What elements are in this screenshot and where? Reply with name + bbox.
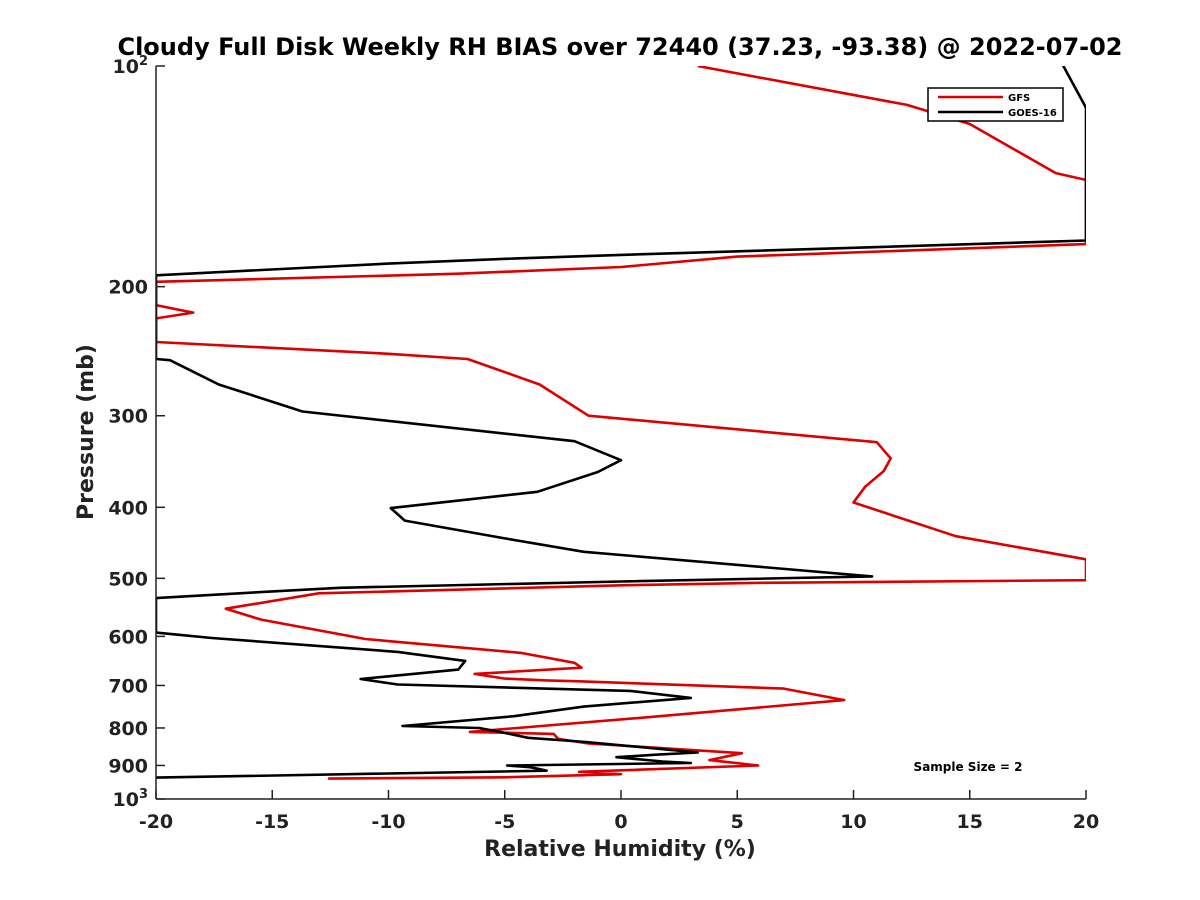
y-axis-ticks: 102 200 300 400 500 600 700 800 900 103 xyxy=(108,54,165,811)
y-tick-label: 800 xyxy=(108,718,148,740)
series-line-goes16 xyxy=(156,66,1086,779)
y-tick-label: 700 xyxy=(108,675,148,697)
x-tick-label: -15 xyxy=(255,811,289,833)
legend: GFS GOES-16 xyxy=(927,87,1064,122)
legend-gfs-label: GFS xyxy=(1008,93,1030,104)
x-axis-ticks: -20 -15 -10 -5 0 5 10 15 20 xyxy=(139,790,1099,833)
x-tick-label: -20 xyxy=(139,811,173,833)
y-tick-label: 200 xyxy=(108,277,148,299)
y-tick-label: 500 xyxy=(108,568,148,590)
x-tick-label: 5 xyxy=(731,811,744,833)
x-tick-label: 10 xyxy=(840,811,866,833)
x-tick-label: 20 xyxy=(1073,811,1099,833)
legend-box xyxy=(927,87,1064,122)
y-tick-label: 900 xyxy=(108,755,148,777)
series-layer xyxy=(156,66,1086,780)
x-tick-label: -5 xyxy=(494,811,515,833)
x-axis-label: Relative Humidity (%) xyxy=(484,837,756,862)
y-tick-label: 600 xyxy=(108,626,148,648)
y-tick-label: 102 xyxy=(113,54,149,78)
x-tick-label: 0 xyxy=(614,811,627,833)
chart-title: Cloudy Full Disk Weekly RH BIAS over 724… xyxy=(117,33,1122,61)
x-tick-label: -10 xyxy=(371,811,405,833)
y-tick-label: 300 xyxy=(108,406,148,428)
series-line-gfs xyxy=(156,66,1086,780)
y-axis-label: Pressure (mb) xyxy=(74,344,99,520)
y-tick-label: 103 xyxy=(113,787,149,811)
sample-size-annotation: Sample Size = 2 xyxy=(914,760,1023,774)
x-tick-label: 15 xyxy=(957,811,983,833)
plot-area xyxy=(156,66,1086,799)
legend-goes16-label: GOES-16 xyxy=(1008,108,1057,119)
y-tick-label: 400 xyxy=(108,497,148,519)
